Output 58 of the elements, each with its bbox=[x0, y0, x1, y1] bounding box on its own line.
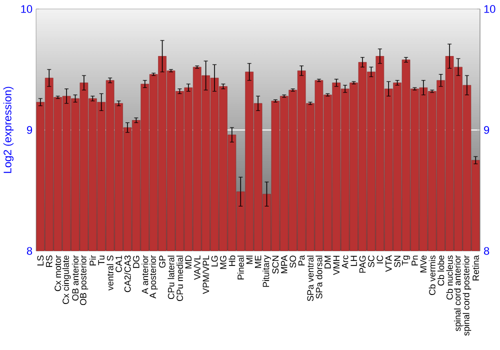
x-tick-label: SCN bbox=[272, 256, 279, 274]
y-tick-label: 8 bbox=[26, 247, 32, 255]
x-tick-label: PAG bbox=[359, 256, 366, 273]
x-tick-label: VA/VL bbox=[194, 255, 200, 280]
y2-tick-label: 10 bbox=[484, 5, 496, 13]
x-tick-label: SC bbox=[368, 256, 374, 268]
x-tick-label: IC bbox=[376, 256, 384, 264]
y-tick-label: 10 bbox=[21, 5, 32, 13]
x-tick-label: CA1 bbox=[116, 256, 122, 272]
x-tick-label: VMH bbox=[333, 256, 340, 276]
x-tick-label: LS bbox=[37, 256, 44, 266]
x-tick-label: Cb nucleus bbox=[446, 256, 453, 300]
x-tick-label: Cb vermis bbox=[428, 256, 436, 296]
x-tick-label: OB posterior bbox=[80, 255, 88, 306]
x-tick-label: CPu medial bbox=[176, 256, 184, 302]
x-tick-label: Pir bbox=[89, 255, 96, 266]
x-tick-label: Pn bbox=[412, 256, 418, 266]
x-tick-label: CPu lateral bbox=[168, 256, 174, 300]
x-tick-label: Tu bbox=[98, 256, 104, 266]
x-tick-label: ventral S bbox=[106, 256, 114, 291]
y2-tick-label: 8 bbox=[484, 247, 490, 255]
x-tick-label: MD bbox=[185, 256, 192, 268]
x-tick-label: Pa bbox=[298, 255, 305, 266]
x-tick-label: CA2/CA3 bbox=[124, 256, 131, 292]
x-tick-label: Cx cingulate bbox=[62, 256, 71, 304]
x-tick-label: VTA bbox=[386, 255, 392, 272]
x-tick-label: MG bbox=[220, 256, 226, 269]
x-tick-label: Pineal bbox=[237, 256, 244, 280]
x-tick-label: spinal cord anterior bbox=[454, 255, 462, 332]
x-tick-label: DM bbox=[324, 256, 331, 268]
x-tick-label: Hb bbox=[228, 256, 236, 266]
x-tick-label: VPM/VPL bbox=[202, 255, 210, 294]
x-tick-label: LH bbox=[350, 256, 357, 266]
x-tick-label: A posterior bbox=[149, 255, 158, 299]
x-tick-label: Arc bbox=[342, 255, 348, 269]
x-tick-label: OB anterior bbox=[72, 255, 79, 301]
x-tick-label: SPa dorsal bbox=[316, 256, 322, 299]
y2-tick-label: 9 bbox=[484, 126, 490, 134]
x-tick-label: SPa ventral bbox=[306, 256, 314, 302]
x-tick-label: MPA bbox=[281, 255, 288, 274]
x-tick-label: A anterior bbox=[142, 255, 148, 294]
x-tick-label: Cb lobe bbox=[438, 256, 444, 286]
x-tick-label: DG bbox=[133, 256, 140, 268]
x-tick-label: Pituitary bbox=[262, 255, 271, 287]
x-tick-label: MVe bbox=[420, 256, 427, 272]
x-tick-label: SO bbox=[290, 256, 296, 268]
y-axis-title: Log2 (expression) bbox=[3, 86, 14, 173]
x-tick-label: LG bbox=[211, 256, 218, 266]
x-tick-label: Ml bbox=[246, 256, 253, 264]
x-tick-label: RS bbox=[46, 256, 52, 267]
x-tick-label: SN bbox=[394, 256, 400, 268]
x-tick-label: Retina bbox=[472, 255, 479, 280]
x-tick-label: GP bbox=[159, 256, 166, 268]
x-tick-label: Tg bbox=[402, 256, 410, 266]
x-tick-label: ME bbox=[254, 256, 262, 268]
x-tick-label: spinal cord posterior bbox=[462, 255, 472, 336]
y-tick-label: 9 bbox=[26, 126, 32, 134]
x-tick-label: Cx motor bbox=[54, 255, 62, 292]
